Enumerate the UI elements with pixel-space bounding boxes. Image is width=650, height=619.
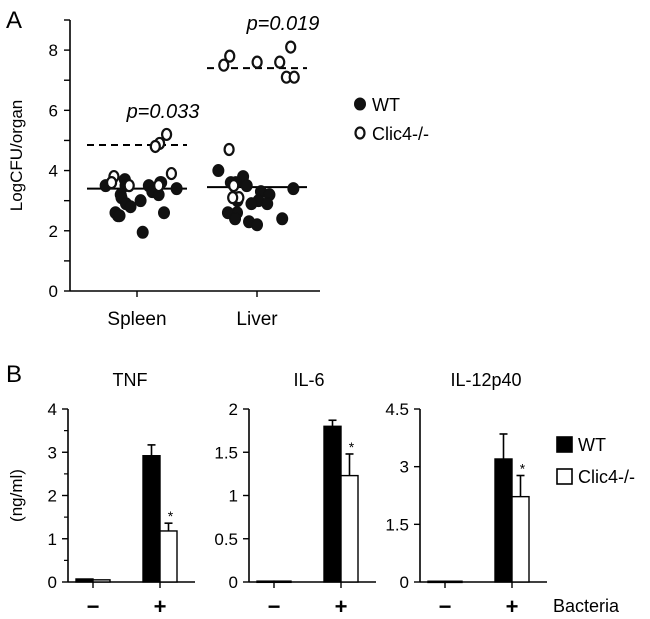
y-tick-label: 1: [48, 530, 57, 549]
y-axis-title: (ng/ml): [7, 469, 26, 522]
y-tick-label: 3: [400, 458, 409, 477]
wt-data-point: [158, 206, 171, 220]
y-tick-label: 0.5: [214, 530, 238, 549]
wt-bar: [75, 578, 94, 583]
clic4-bar: [273, 580, 292, 584]
y-tick-label: 2: [48, 487, 57, 506]
clic4-bar: [92, 579, 111, 583]
significance-star: *: [168, 508, 174, 524]
clic4-data-point: [288, 70, 300, 84]
clic4-data-point: [285, 40, 297, 54]
x-category-label: Spleen: [107, 309, 166, 330]
clic4-data-point: [251, 55, 263, 69]
wt-data-point: [212, 164, 225, 178]
wt-data-point: [261, 197, 274, 211]
panel-b-letter: B: [6, 361, 22, 388]
y-tick-label: 0: [400, 573, 409, 592]
clic4-data-point: [153, 179, 165, 193]
chart-title: IL-12p40: [450, 370, 521, 390]
clic4-data-point: [224, 49, 236, 63]
minus-label: −: [439, 594, 452, 619]
clic4-data-point: [228, 179, 240, 193]
minus-label: −: [268, 594, 281, 619]
clic4-bar: [340, 474, 359, 583]
panel-b-tnf-chart: TNF 0 1 2 3 4 − + * (ng/ml): [7, 370, 195, 619]
wt-data-point: [287, 182, 300, 196]
y-tick-label: 4: [49, 162, 58, 181]
clic4-data-point: [274, 55, 286, 69]
y-tick-label: 0: [229, 573, 238, 592]
y-tick-label: 6: [49, 101, 58, 120]
y-tick-label: 4: [48, 400, 57, 419]
chart-title: TNF: [113, 370, 148, 390]
legend-marker-clic4: [354, 126, 366, 140]
significance-star: *: [349, 439, 355, 455]
p-value-annotation: p=0.019: [246, 13, 320, 35]
minus-label: −: [87, 594, 100, 619]
wt-data-point: [251, 218, 264, 232]
clic4-data-point: [105, 176, 118, 190]
y-tick-label: 4.5: [385, 400, 409, 419]
wt-data-point: [240, 179, 253, 193]
legend-label: WT: [578, 435, 606, 455]
x-category-label: Liver: [236, 309, 278, 330]
x-axis-title: Bacteria: [553, 596, 620, 616]
y-axis-title: LogCFU/organ: [7, 100, 26, 212]
wt-bar: [256, 580, 275, 584]
legend-marker-wt: [354, 97, 366, 111]
y-tick-label: 8: [49, 41, 58, 60]
panel-a-letter: A: [6, 7, 22, 34]
clic4-data-point: [227, 191, 239, 205]
wt-bar: [494, 458, 513, 583]
y-tick-label: 0: [48, 573, 57, 592]
wt-data-point: [170, 182, 183, 196]
wt-bar: [427, 580, 446, 584]
p-value-annotation: p=0.033: [126, 101, 200, 123]
clic4-data-point: [123, 179, 135, 193]
plus-label: +: [154, 594, 167, 619]
plus-label: +: [506, 594, 519, 619]
legend-swatch-clic4: [556, 468, 573, 485]
y-tick-label: 2: [49, 222, 58, 241]
y-tick-label: 1.5: [385, 515, 409, 534]
wt-data-point: [134, 194, 147, 208]
clic4-bar: [444, 580, 463, 584]
wt-bar: [323, 425, 342, 583]
panel-b-il6-chart: IL-6 0 0.5 1 1.5 2 − + *: [214, 370, 376, 619]
clic4-data-point: [223, 142, 235, 157]
wt-data-point: [245, 197, 258, 211]
clic4-bar: [511, 495, 530, 583]
panel-b-il12p40-chart: IL-12p40 0 1.5 3 4.5 − + * WT Clic4-/- Bacteria: [385, 370, 635, 619]
wt-data-point: [229, 212, 242, 226]
wt-data-point: [113, 209, 126, 223]
legend-label: WT: [372, 95, 400, 115]
clic4-data-point: [218, 58, 230, 72]
y-tick-label: 0: [49, 282, 58, 301]
clic4-data-point: [149, 139, 161, 154]
y-tick-label: 1.5: [214, 443, 238, 462]
y-tick-label: 3: [48, 443, 57, 462]
y-tick-label: 2: [229, 400, 238, 419]
wt-data-point: [124, 200, 137, 214]
plus-label: +: [335, 594, 348, 619]
legend-label: Clic4-/-: [372, 124, 429, 144]
y-tick-label: 1: [229, 487, 238, 506]
clic4-bar: [159, 530, 178, 583]
panel-a-scatter-chart: 0 2 4 6 8 Spleen Liver LogCFU/organ p=0.033 p=0.0…: [7, 13, 429, 330]
wt-data-point: [136, 225, 149, 239]
wt-bar: [142, 455, 161, 583]
significance-star: *: [520, 461, 526, 477]
chart-title: IL-6: [293, 370, 324, 390]
clic4-data-point: [160, 127, 173, 142]
legend-label: Clic4-/-: [578, 467, 635, 487]
wt-data-point: [276, 212, 289, 226]
legend-swatch-wt: [556, 436, 573, 453]
clic4-data-point: [165, 166, 178, 181]
